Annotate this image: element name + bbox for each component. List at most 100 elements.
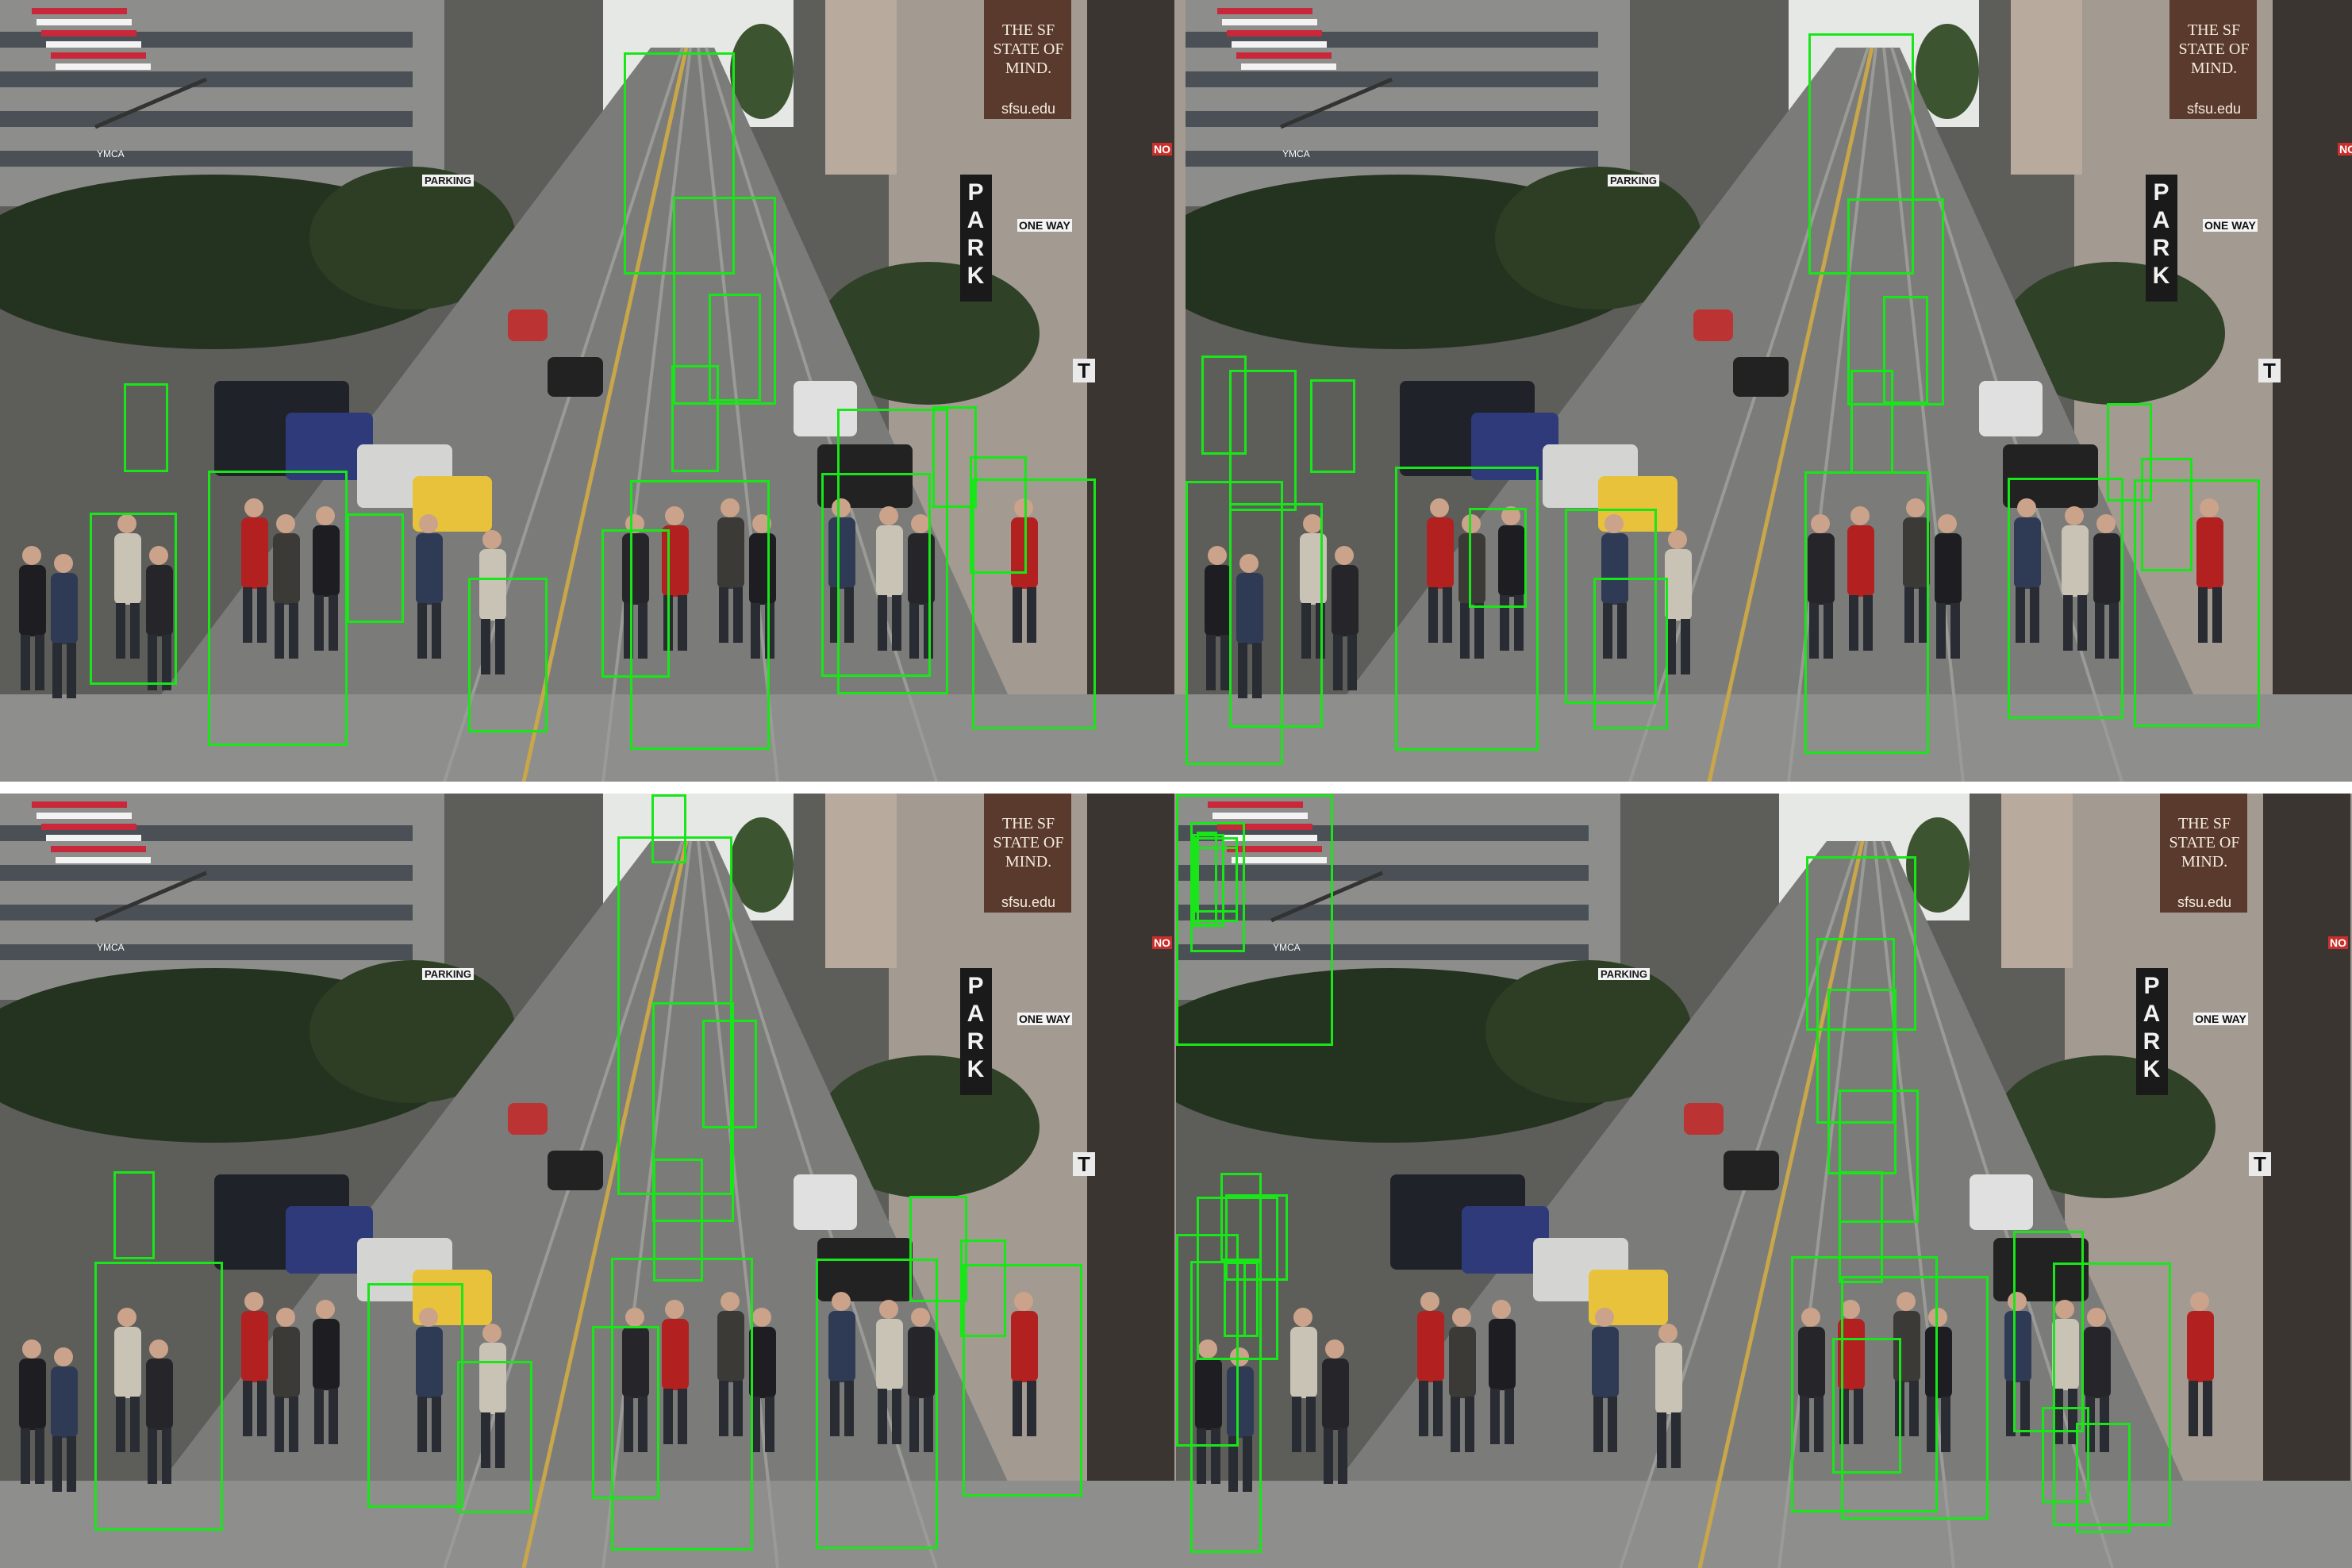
pedestrian-head (2065, 506, 2084, 525)
pedestrian-detection-box (1236, 1262, 1259, 1337)
pedestrian-leg (2203, 1381, 2212, 1436)
pedestrian-detection-box (1229, 503, 1323, 728)
pedestrian-detection-box (1791, 1256, 1938, 1512)
vehicle (548, 357, 603, 397)
pedestrian-body (1195, 1359, 1222, 1430)
banner-line1-text: THE SF (1001, 21, 1055, 39)
pedestrian-leg (1666, 619, 1676, 674)
pedestrian-body (1592, 1327, 1619, 1398)
flag-stripe (32, 8, 127, 14)
pedestrian-head (721, 1292, 740, 1311)
pedestrian-body (1236, 573, 1263, 644)
pedestrian-detection-box (1883, 296, 1928, 404)
pedestrian-body (717, 517, 744, 589)
pedestrian-body (146, 565, 173, 636)
pedestrian-body (2014, 517, 2041, 589)
pedestrian-leg (130, 1397, 140, 1452)
pedestrian-head (22, 1339, 41, 1359)
pedestrian-leg (1919, 587, 1928, 643)
pedestrian-head (1303, 514, 1322, 533)
park-sign-bg (2146, 175, 2177, 302)
pedestrian-leg (432, 1397, 441, 1452)
pedestrian-body (622, 533, 649, 605)
pedestrian-leg (924, 1397, 933, 1452)
flag-stripe (51, 846, 146, 852)
banner-line2-text: STATE OF (993, 834, 1064, 851)
ymca-banner-text: YMCA (97, 942, 125, 953)
vehicle (794, 1174, 857, 1230)
pedestrian-detection-box (1229, 370, 1297, 511)
pedestrian-leg (1451, 1397, 1460, 1452)
pedestrian-detection-box (1808, 33, 1914, 275)
pedestrian-body (313, 1319, 340, 1390)
parking-sign-text: PARKING (422, 175, 474, 186)
pedestrian-leg (495, 619, 505, 674)
pedestrian-body (1011, 1311, 1038, 1382)
sfsu-banner-bg (2169, 0, 2257, 119)
flag-stripe (1232, 857, 1327, 863)
pedestrian-head (832, 1292, 851, 1311)
pedestrian-leg (1027, 1381, 1036, 1436)
pedestrian-detection-box (1193, 834, 1224, 927)
pedestrian-leg (844, 1381, 854, 1436)
pedestrian-detection-box (1847, 198, 1944, 405)
one-way-sign-text: ONE WAY (1017, 1013, 1072, 1025)
pedestrian-head (276, 514, 295, 533)
pedestrian-body (2004, 1311, 2031, 1382)
mid-building (2001, 794, 2073, 968)
pedestrian-leg (481, 619, 490, 674)
banner-line3-text: MIND. (1005, 60, 1052, 77)
pedestrian-head (117, 514, 136, 533)
pedestrian-head (54, 1347, 73, 1366)
park-sign-text: PARK (963, 179, 989, 290)
pedestrian-leg (1433, 1381, 1443, 1436)
tree-far (1906, 817, 1970, 913)
pedestrian-detection-box (1841, 1276, 1989, 1520)
pedestrian-body (313, 525, 340, 597)
pedestrian-body (1903, 517, 1930, 589)
pedestrian-leg (878, 595, 887, 651)
pedestrian-detection-box (1804, 471, 1929, 754)
pedestrian-body (1601, 533, 1628, 605)
pedestrian-leg (909, 603, 919, 659)
pedestrian-detection-box (1310, 379, 1355, 473)
pedestrian-detection-box (651, 794, 686, 863)
pedestrian-detection-box (1850, 370, 1893, 474)
pedestrian-head (2008, 1292, 2027, 1311)
pedestrian-leg (2212, 587, 2222, 643)
pedestrian-body (114, 1327, 141, 1398)
flag-stripe (46, 41, 141, 48)
sfsu-banner-bg (984, 0, 1071, 119)
pedestrian-leg (1027, 587, 1036, 643)
pedestrian-head (1906, 498, 1925, 517)
pedestrian-head (879, 1300, 898, 1319)
pedestrian-body (1838, 1319, 1865, 1390)
pedestrian-leg (21, 1428, 30, 1484)
pedestrian-leg (329, 1389, 338, 1444)
vehicle (286, 1206, 373, 1274)
pedestrian-head (1014, 1292, 1033, 1311)
vehicle (1724, 1151, 1779, 1190)
pedestrian-head (752, 1308, 771, 1327)
pedestrian-head (1492, 1300, 1511, 1319)
pedestrian-head (1850, 506, 1870, 525)
pedestrian-detection-box (113, 1171, 155, 1259)
vehicle (1471, 413, 1558, 480)
flag-stripe (32, 801, 127, 808)
pedestrian-detection-box (837, 409, 948, 694)
pedestrian-head (1014, 498, 1033, 517)
sfsu-banner-bg (984, 794, 1071, 913)
t-sign-text: T (2258, 359, 2281, 382)
pedestrian-leg (1824, 603, 1833, 659)
building-window-band (1186, 111, 1598, 127)
pedestrian-leg (130, 603, 140, 659)
pedestrian-body (662, 1319, 689, 1390)
crosswalk-band (1176, 1481, 2352, 1568)
pedestrian-leg (35, 635, 44, 690)
flag-stripe (37, 19, 132, 25)
pedestrian-head (1811, 514, 1830, 533)
pedestrian-leg (1211, 1428, 1220, 1484)
vehicle (1733, 357, 1789, 397)
pedestrian-leg (1252, 643, 1262, 698)
pedestrian-head (482, 530, 502, 549)
